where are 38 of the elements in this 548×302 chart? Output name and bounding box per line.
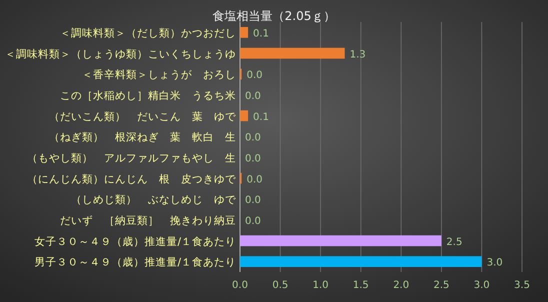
- y-tick-label: （しめじ類） ぶなしめじ ゆで: [71, 194, 237, 206]
- data-label: 0.1: [253, 112, 269, 123]
- y-tick-label: だいず ［納豆類］ 挽きわり納豆: [60, 214, 236, 227]
- data-label: 0.0: [245, 153, 261, 164]
- bar: [240, 256, 482, 267]
- y-tick-label: （にんじん類）にんじん 根 皮つきゆで: [27, 172, 237, 186]
- y-tick-label: 男子３０～４９（歳）推進量/１食あたり: [34, 256, 236, 269]
- data-label: 0.1: [253, 28, 269, 40]
- data-label: 0.0: [246, 174, 263, 186]
- data-label: 3.0: [486, 258, 503, 269]
- data-label: 0.0: [246, 70, 263, 82]
- x-tick-label: 2.5: [433, 280, 450, 291]
- x-tick-label: 0.0: [232, 280, 248, 291]
- y-tick-label: ＜調味料類＞（しょうゆ類）こいくちしょうゆ: [5, 47, 236, 60]
- y-tick-label: （だいこん類） だいこん 葉 ゆで: [49, 110, 237, 123]
- x-tick-label: 2.0: [393, 280, 410, 291]
- y-tick-label: この［水稲めし］精白米 うるち米: [60, 88, 236, 102]
- data-label: 0.0: [245, 195, 261, 206]
- x-tick-label: 3.0: [474, 280, 490, 291]
- x-tick-label: 1.0: [312, 280, 329, 291]
- chart-title: 食塩相当量（2.05ｇ）: [212, 9, 336, 23]
- y-tick-label: ＜香辛料類＞しょうが おろし: [82, 68, 236, 82]
- y-tick-label: ＜調味料類＞（だし類）かつおだし: [60, 26, 236, 40]
- bar: [240, 110, 248, 122]
- x-tick-label: 3.5: [514, 280, 530, 291]
- data-label: 2.5: [446, 236, 462, 248]
- bar: [240, 27, 248, 38]
- data-label: 0.0: [245, 132, 261, 144]
- bar: [240, 235, 442, 246]
- data-label: 0.0: [245, 216, 261, 227]
- y-tick-label: （ねぎ類） 根深ねぎ 葉 軟白 生: [49, 130, 236, 144]
- y-tick-label: 女子３０～４９（歳）推進量/１食あたり: [34, 234, 236, 248]
- x-tick-label: 0.5: [272, 280, 288, 291]
- data-label: 1.3: [350, 49, 366, 60]
- y-tick-label: （もやし類） アルファルファもやし 生: [27, 151, 236, 164]
- x-tick-label: 1.5: [352, 280, 369, 291]
- bar: [240, 48, 345, 59]
- data-label: 0.0: [245, 90, 261, 102]
